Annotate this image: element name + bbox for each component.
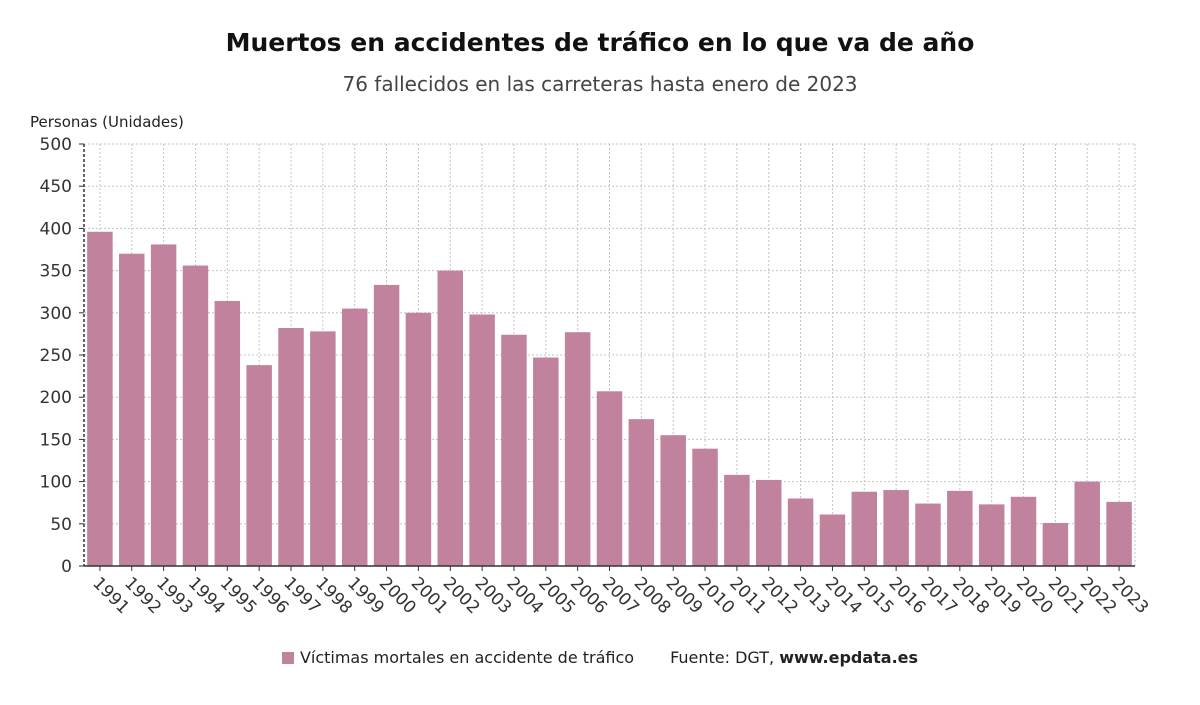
bar-1994[interactable] — [182, 265, 209, 566]
y-tick-label: 350 — [40, 262, 72, 282]
bar-2001[interactable] — [405, 312, 432, 566]
bar-2016[interactable] — [883, 490, 909, 566]
y-tick-label: 500 — [40, 135, 72, 155]
chart-title: Muertos en accidentes de tráfico en lo q… — [225, 28, 975, 57]
bar-1999[interactable] — [341, 308, 368, 566]
bar-2010[interactable] — [692, 448, 718, 566]
x-tick-labels: 1991199219931994199519961997199819992000… — [88, 573, 1152, 618]
y-tick-label: 100 — [40, 473, 72, 493]
y-tick-label: 50 — [50, 515, 72, 535]
y-tick-label: 450 — [40, 177, 72, 197]
bar-2022[interactable] — [1074, 481, 1100, 566]
bar-1996[interactable] — [246, 365, 272, 566]
bar-2006[interactable] — [564, 332, 591, 566]
bar-2019[interactable] — [978, 504, 1005, 566]
bar-1998[interactable] — [310, 331, 336, 566]
bar-1997[interactable] — [278, 327, 304, 566]
bars — [87, 231, 1132, 566]
bar-2013[interactable] — [787, 498, 814, 566]
y-tick-labels: 0 50 100 150 200 250 300 350 400 450 500 — [40, 135, 72, 577]
bar-2015[interactable] — [851, 491, 878, 566]
bar-2021[interactable] — [1042, 522, 1069, 566]
bar-2017[interactable] — [915, 503, 941, 566]
bar-2000[interactable] — [373, 284, 400, 566]
bar-2003[interactable] — [469, 314, 495, 566]
bar-2008[interactable] — [628, 419, 655, 566]
bar-1993[interactable] — [150, 244, 177, 566]
source-link[interactable]: www.epdata.es — [779, 648, 919, 667]
bar-2018[interactable] — [947, 490, 973, 566]
y-axis-label: Personas (Unidades) — [30, 113, 184, 131]
legend-label: Víctimas mortales en accidente de tráfic… — [299, 648, 635, 667]
bar-1991[interactable] — [87, 231, 113, 566]
bar-2009[interactable] — [660, 435, 686, 566]
y-tick-label: 400 — [40, 219, 72, 239]
bar-2023[interactable] — [1106, 501, 1132, 566]
bar-2011[interactable] — [724, 474, 750, 566]
axes — [79, 143, 1135, 571]
x-tick-label: 2023 — [1108, 573, 1153, 618]
bar-2007[interactable] — [596, 391, 623, 566]
bar-1995[interactable] — [214, 300, 241, 566]
y-tick-label: 300 — [40, 304, 72, 324]
source-prefix: Fuente: DGT, — [670, 648, 780, 667]
bar-2002[interactable] — [437, 270, 463, 566]
y-tick-label: 250 — [40, 346, 72, 366]
y-tick-label: 200 — [40, 388, 72, 408]
bar-2020[interactable] — [1010, 496, 1037, 566]
bar-1992[interactable] — [119, 253, 145, 566]
legend-swatch — [281, 652, 294, 664]
bar-2012[interactable] — [756, 479, 782, 566]
legend: Víctimas mortales en accidente de tráfic… — [0, 648, 1200, 667]
y-tick-label: 150 — [40, 430, 72, 450]
y-tick-label: 0 — [61, 557, 72, 577]
bar-2014[interactable] — [819, 514, 846, 566]
chart-subtitle: 76 fallecidos en las carreteras hasta en… — [342, 72, 858, 96]
bar-2004[interactable] — [501, 334, 527, 566]
bar-2005[interactable] — [533, 357, 559, 566]
